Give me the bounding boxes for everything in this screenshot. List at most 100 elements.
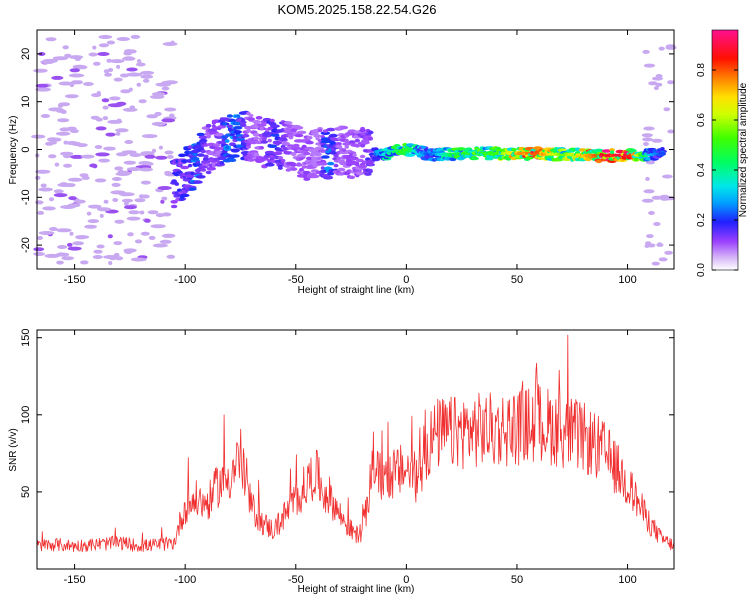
heatmap-cell [38,187,53,192]
heatmap-cell [651,138,663,143]
heatmap-ridge-cell [329,133,338,138]
heatmap-cell [141,134,158,139]
colorbar-gradient [711,29,739,271]
heatmap-ridge-cell [320,131,331,135]
heatmap-cell [116,64,121,69]
heatmap-cell [115,256,124,261]
heatmap-cell [167,154,174,159]
heatmap-cell [93,61,101,66]
heatmap-ridge-cell [248,113,254,118]
heatmap-cell [645,176,650,181]
heatmap-cell [136,82,142,87]
heatmap-cell [84,224,97,229]
heatmap-ridge-cell [241,118,246,123]
heatmap-cell [40,60,55,65]
heatmap-ridge-cell [199,138,208,143]
heatmap-ridge-cell [228,118,237,123]
heatmap-ridge-cell [197,146,204,150]
y-tick-label: 20 [20,48,32,60]
heatmap-cell [33,252,45,256]
heatmap-cell [103,146,116,151]
heatmap-cell [157,186,172,190]
colorbar: 0.0 0.2 0.4 0.6 0.8 Normalized spectral ampl… [696,29,749,277]
heatmap-cell [92,255,103,259]
heatmap-cell [140,180,151,185]
heatmap-cell [92,45,97,50]
snr-frame [36,329,675,570]
heatmap-cell [101,98,110,103]
heatmap-cell [103,199,109,204]
heatmap-ridge-cell [303,177,311,181]
heatmap-cell [126,72,143,77]
heatmap-cell [641,133,653,138]
heatmap-ridge-cell [350,156,359,161]
snr-y-axis-label: SNR (v/v) [8,428,19,471]
heatmap-cell [161,212,172,217]
heatmap-cell [643,142,649,146]
heatmap-cell [64,94,79,99]
heatmap-cell [95,152,110,157]
heatmap-cell [106,40,116,45]
heatmap-ridge-cell [349,175,355,180]
heatmap-cell [86,211,92,216]
heatmap-cell [40,183,47,188]
heatmap-ridge-cell [339,125,349,130]
heatmap-ridge-cell [277,166,283,170]
heatmap-cell [160,199,165,204]
heatmap-ridge-cell [595,159,602,164]
heatmap-cell [88,204,102,209]
heatmap-ridge-cell [205,170,212,175]
heatmap-ridge-cell [242,133,250,138]
heatmap-cell [76,143,88,148]
heatmap-cell [108,261,113,265]
heatmap-cell [57,183,73,187]
heatmap-cell [74,56,82,61]
heatmap-cell [63,140,69,145]
heatmap-cell [139,210,145,215]
heatmap-cell [94,178,107,183]
heatmap-cell [641,198,654,203]
heatmap-ridge-cell [195,160,201,165]
heatmap-cell [33,247,45,252]
heatmap-ridge-cell [270,133,280,137]
snr-x-ticks: -150 -100 -50 0 50 100 [64,330,637,586]
heatmap-cell [96,91,101,95]
x-tick-label: -150 [64,274,86,286]
heatmap-ridge-cell [178,153,187,158]
heatmap-cell [52,56,69,61]
heatmap-ridge-cell [272,151,283,156]
heatmap-cell [149,94,165,99]
heatmap-cell [114,219,125,224]
heatmap-cell [161,118,176,123]
heatmap-cell [139,167,154,172]
heatmap-cell [36,236,44,240]
heatmap-cell [57,118,70,123]
heatmap-cell [53,193,68,198]
heatmap-cell [161,81,170,85]
heatmap-cell [56,260,64,265]
heatmap-cell [159,239,172,244]
heatmap-cell [81,154,95,159]
heatmap-ridge-cell [267,144,277,148]
colorbar-tick-label: 0.2 [696,213,707,227]
heatmap-cell [107,103,124,108]
heatmap-cell [102,105,109,110]
heatmap-cell [69,68,81,73]
heatmap-cell [126,167,142,172]
heatmap-ridge-cell [594,148,604,153]
heatmap-cell [119,73,130,78]
heatmap-ridge-cell [247,158,256,162]
heatmap-cell [152,148,156,153]
x-tick-label: -50 [288,574,304,586]
heatmap-ridge-cell [247,117,256,121]
heatmap-cell [59,127,72,132]
heatmap-ridge-cell [280,158,286,163]
heatmap-ridge-cell [217,140,227,145]
heatmap-cell [98,43,109,48]
heatmap-ridge-cell [260,140,268,144]
heatmap-ridge-cell [252,119,261,124]
heatmap-y-ticks: -20 -10 0 10 20 [20,48,674,253]
heatmap-ridge-cell [281,141,290,146]
heatmap-cell [37,210,45,215]
heatmap-cell [40,114,51,118]
